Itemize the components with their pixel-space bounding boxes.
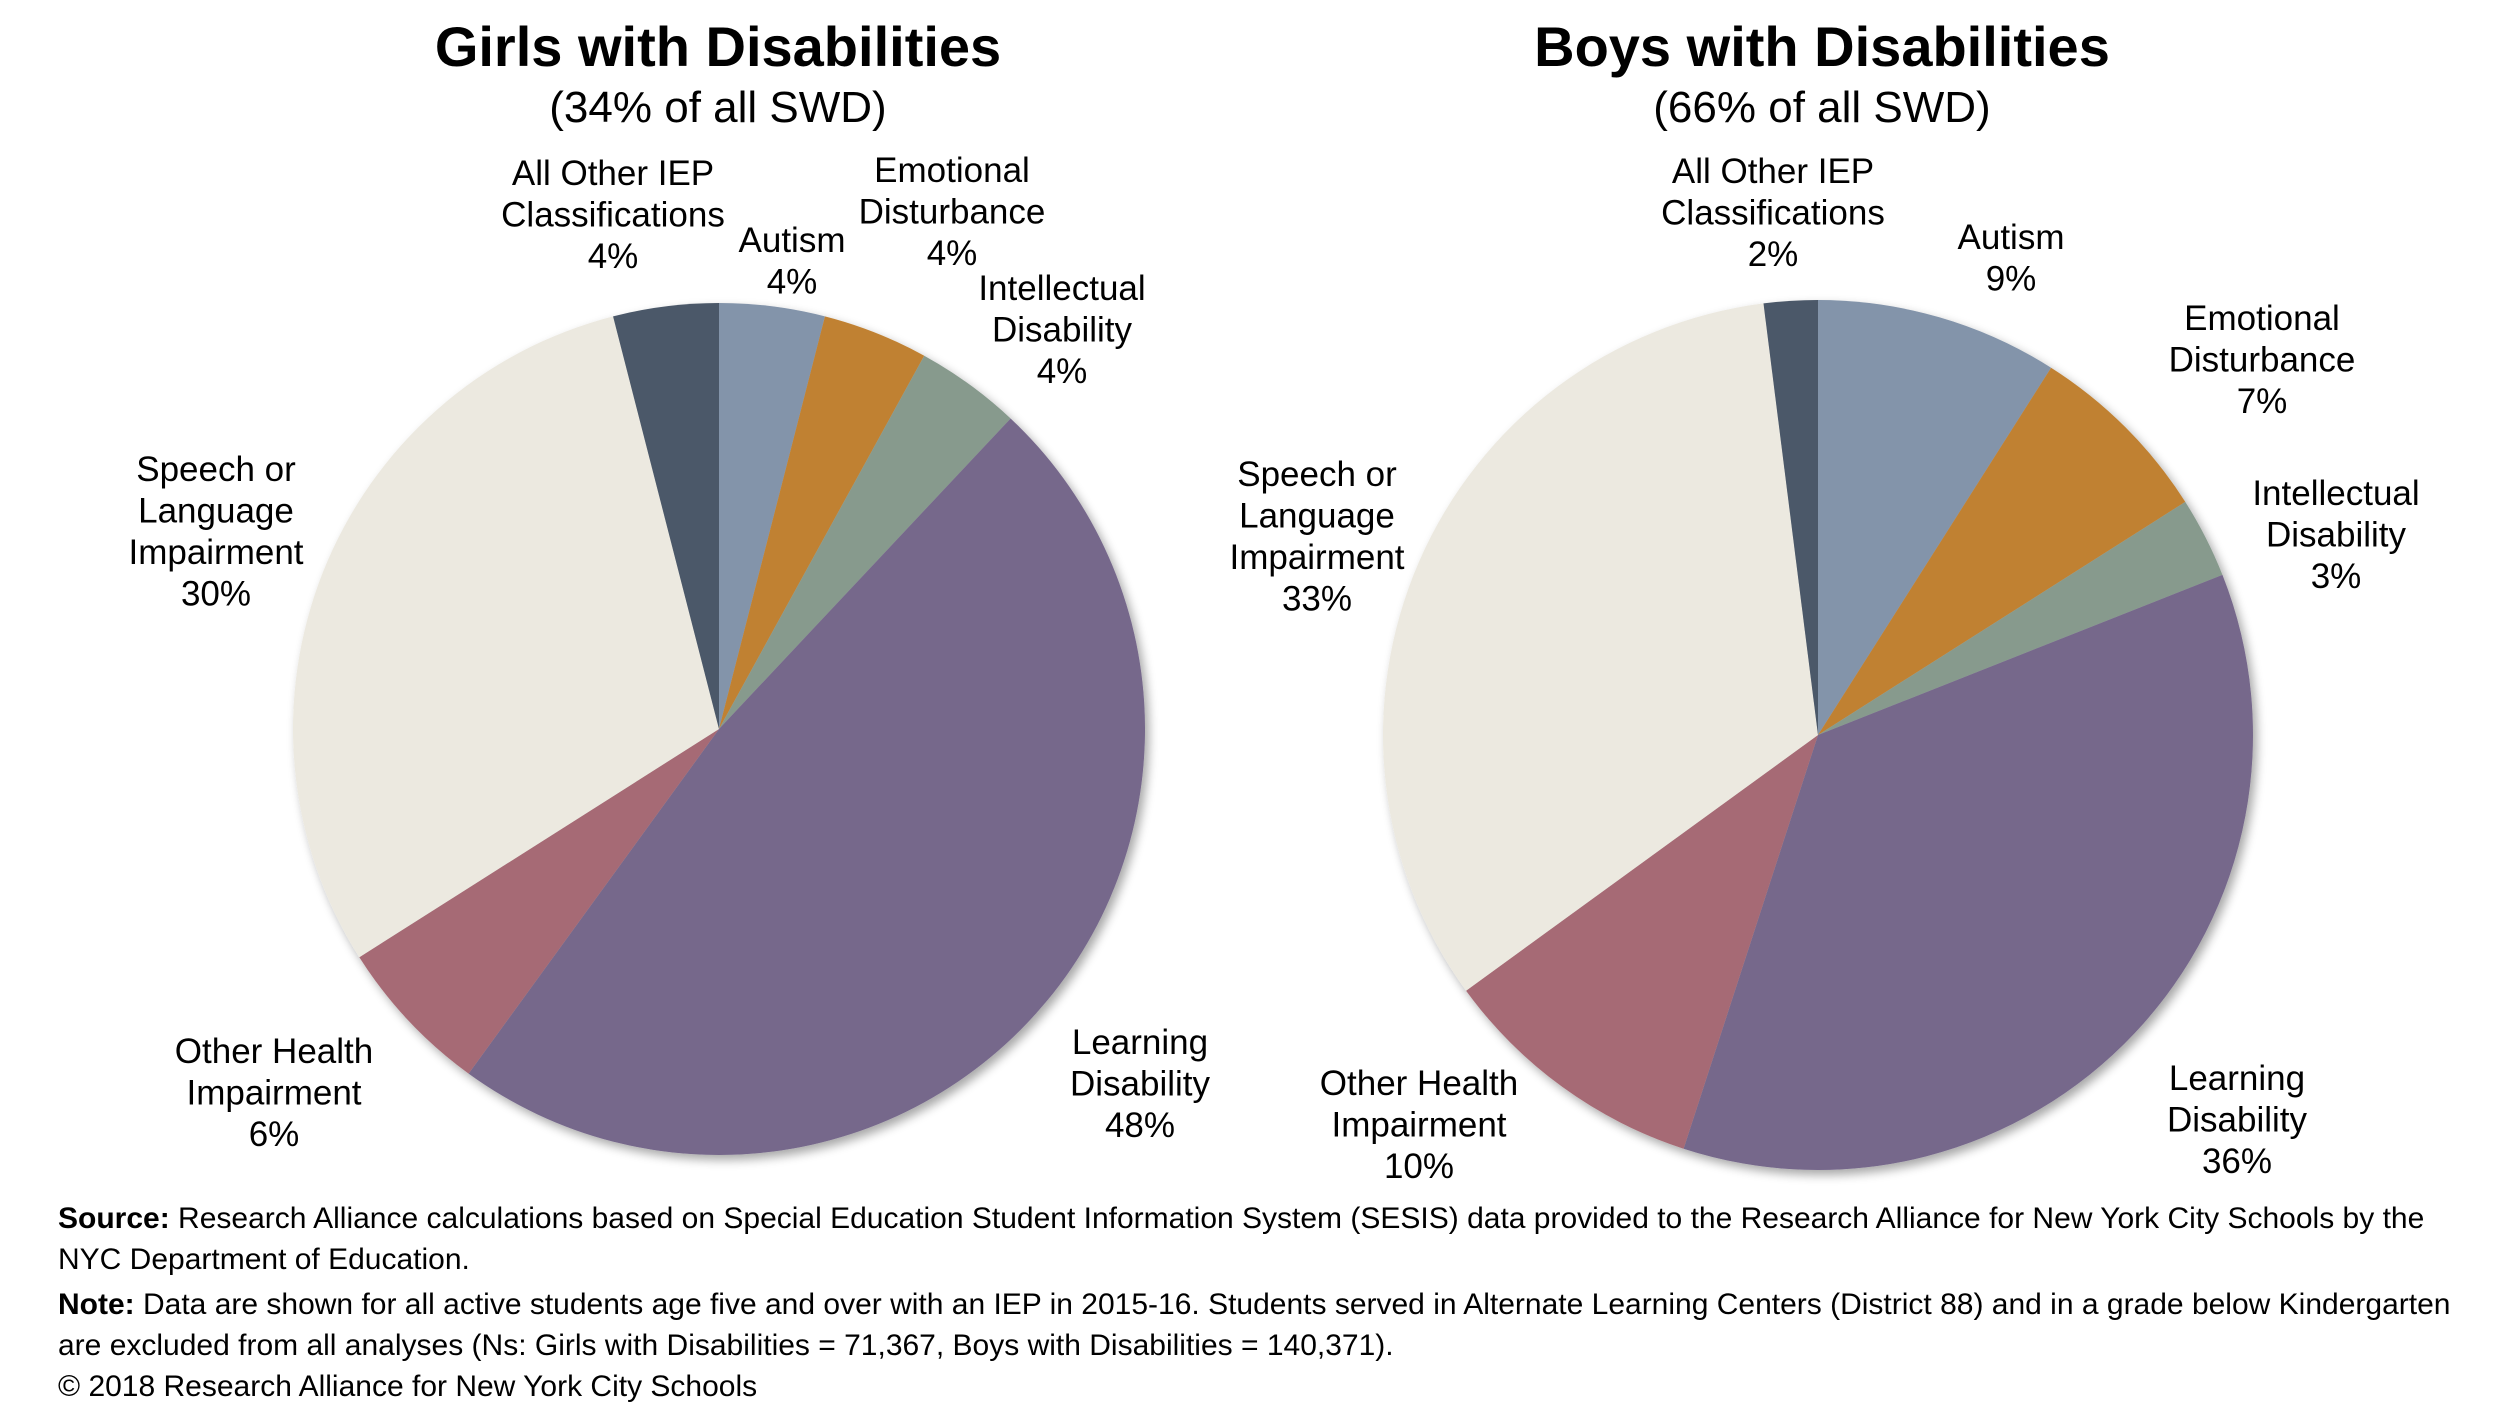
boys-slice-other-health — [1466, 735, 1818, 1149]
girls-slice-learning — [468, 418, 1146, 1156]
note-label: Note: — [58, 1288, 135, 1321]
boys-label-line: Intellectual — [2252, 474, 2419, 513]
boys-slice-learning — [1683, 574, 2253, 1170]
source-label: Source: — [58, 1202, 170, 1235]
girls-label-speech: Speech or Language Impairment 30% — [128, 450, 303, 614]
girls-value-autism: 4% — [767, 263, 818, 302]
source-note: Source: Research Alliance calculations b… — [58, 1198, 2478, 1280]
boys-label-emotional: Emotional Disturbance 7% — [2169, 299, 2356, 421]
boys-label-all-other: All Other IEP Classifications 2% — [1661, 152, 1885, 274]
girls-label-line: Other Health — [175, 1032, 373, 1071]
girls-label-emotional: Emotional Disturbance 4% — [859, 151, 1046, 273]
boys-slice-emotional — [1818, 367, 2186, 735]
boys-value-learning: 36% — [2202, 1142, 2272, 1181]
girls-label-autism: Autism 4% — [739, 221, 846, 302]
boys-label-line: Learning — [2169, 1059, 2305, 1098]
boys-slice-speech — [1383, 303, 1818, 991]
girls-label-line: Intellectual — [978, 269, 1145, 308]
girls-label-line: Autism — [739, 221, 846, 260]
girls-label-line: Language — [138, 492, 294, 531]
girls-chart-subtitle: (34% of all SWD) — [549, 83, 886, 132]
girls-label-line: Disturbance — [859, 193, 1046, 232]
boys-value-emotional: 7% — [2237, 382, 2288, 421]
girls-chart-title: Girls with Disabilities — [435, 15, 1001, 78]
boys-label-line: Speech or — [1237, 455, 1397, 494]
footer-notes: Source: Research Alliance calculations b… — [58, 1198, 2478, 1407]
boys-label-line: Other Health — [1320, 1064, 1518, 1103]
boys-chart-title: Boys with Disabilities — [1534, 15, 2110, 78]
boys-label-intellectual: Intellectual Disability 3% — [2252, 474, 2419, 596]
boys-label-learning: Learning Disability 36% — [2167, 1059, 2308, 1181]
girls-value-intellectual: 4% — [1037, 352, 1088, 391]
boys-label-line: Disability — [2266, 516, 2407, 555]
girls-label-all-other: All Other IEP Classifications 4% — [501, 154, 725, 276]
boys-chart-subtitle: (66% of all SWD) — [1653, 83, 1990, 132]
boys-label-line: Impairment — [1331, 1106, 1506, 1145]
boys-value-other-health: 10% — [1384, 1147, 1454, 1186]
boys-label-line: All Other IEP — [1672, 152, 1874, 191]
girls-slice-all-other — [613, 303, 719, 729]
girls-value-other-health: 6% — [249, 1115, 300, 1154]
girls-value-speech: 30% — [181, 575, 251, 614]
girls-slice-speech — [293, 316, 719, 958]
copyright: © 2018 Research Alliance for New York Ci… — [58, 1370, 758, 1403]
note-text: Data are shown for all active students a… — [58, 1288, 2451, 1362]
boys-label-other-health: Other Health Impairment 10% — [1320, 1064, 1518, 1186]
boys-label-line: Disturbance — [2169, 341, 2356, 380]
girls-pie-chart: Girls with Disabilities (34% of all SWD)… — [128, 15, 1211, 1156]
girls-label-intellectual: Intellectual Disability 4% — [978, 269, 1145, 391]
girls-value-learning: 48% — [1105, 1106, 1175, 1145]
boys-pie-chart: Boys with Disabilities (66% of all SWD) … — [1229, 15, 2419, 1186]
boys-label-line: Emotional — [2184, 299, 2340, 338]
girls-label-other-health: Other Health Impairment 6% — [175, 1032, 373, 1154]
boys-value-all-other: 2% — [1748, 235, 1799, 274]
girls-label-learning: Learning Disability 48% — [1070, 1023, 1211, 1145]
girls-label-line: Classifications — [501, 196, 725, 235]
boys-label-line: Impairment — [1229, 538, 1404, 577]
boys-label-autism: Autism 9% — [1958, 218, 2065, 299]
girls-label-line: Disability — [1070, 1065, 1211, 1104]
girls-value-emotional: 4% — [927, 234, 978, 273]
boys-slice-intellectual — [1818, 501, 2223, 735]
girls-slice-other-health — [359, 729, 719, 1074]
girls-slice-emotional — [719, 316, 925, 729]
girls-slice-autism — [719, 303, 825, 729]
girls-value-all-other: 4% — [588, 237, 639, 276]
boys-label-speech: Speech or Language Impairment 33% — [1229, 455, 1404, 619]
girls-label-line: Emotional — [874, 151, 1030, 190]
source-text: Research Alliance calculations based on … — [58, 1202, 2425, 1276]
girls-label-line: Impairment — [186, 1074, 361, 1113]
boys-label-line: Language — [1239, 497, 1395, 536]
boys-value-autism: 9% — [1986, 260, 2037, 299]
boys-label-line: Disability — [2167, 1101, 2308, 1140]
boys-value-speech: 33% — [1282, 580, 1352, 619]
girls-label-line: Impairment — [128, 533, 303, 572]
boys-slice-autism — [1818, 300, 2052, 735]
boys-label-line: Classifications — [1661, 194, 1885, 233]
boys-value-intellectual: 3% — [2311, 557, 2362, 596]
data-note: Note: Data are shown for all active stud… — [58, 1284, 2478, 1366]
girls-label-line: All Other IEP — [512, 154, 714, 193]
girls-label-line: Speech or — [136, 450, 296, 489]
girls-label-line: Disability — [992, 311, 1133, 350]
boys-slice-all-other — [1763, 300, 1818, 735]
girls-label-line: Learning — [1072, 1023, 1208, 1062]
boys-label-line: Autism — [1958, 218, 2065, 257]
girls-slice-intellectual — [719, 355, 1011, 729]
